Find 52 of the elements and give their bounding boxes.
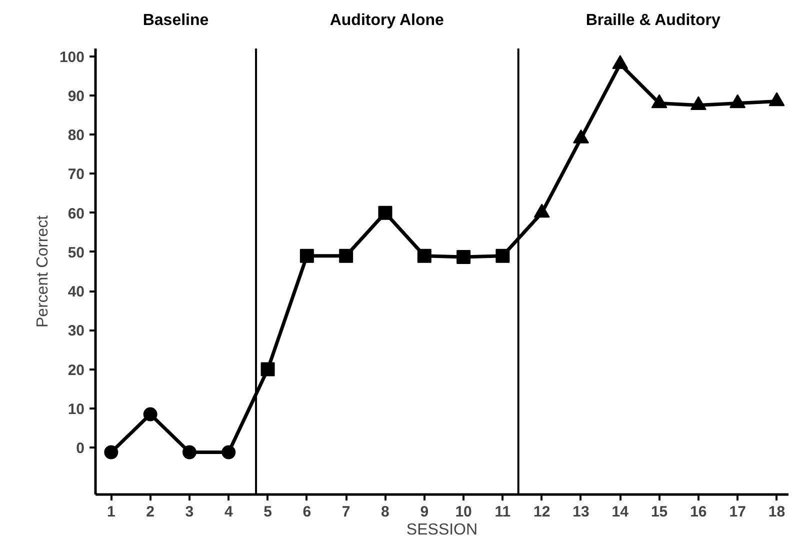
point xyxy=(651,94,668,108)
x-tick-label: 15 xyxy=(650,504,668,520)
point xyxy=(260,362,275,376)
y-tick-label: 100 xyxy=(59,48,85,66)
point xyxy=(222,445,236,460)
x-tick-label: 14 xyxy=(612,504,630,520)
point xyxy=(496,248,510,263)
y-tick-label: 0 xyxy=(76,440,84,458)
x-tick-label: 16 xyxy=(690,504,707,520)
x-tick-label: 6 xyxy=(302,504,312,520)
x-tick-label: 17 xyxy=(729,504,746,520)
y-tick-label: 90 xyxy=(68,88,85,105)
y-tick-label: 70 xyxy=(68,166,85,184)
text: Auditory Alone xyxy=(330,12,444,29)
point xyxy=(768,92,785,106)
x-tick-label: 9 xyxy=(420,504,429,520)
x-tick-label: 18 xyxy=(768,504,786,520)
point xyxy=(612,54,628,69)
y-axis-title: Percent Correct xyxy=(34,214,52,328)
x-tick-label: 2 xyxy=(146,504,154,520)
x-axis-title: SESSION xyxy=(406,522,478,538)
y-tick-label: 40 xyxy=(68,284,85,301)
y-tick-label: 20 xyxy=(68,362,85,379)
point xyxy=(572,129,589,144)
y-tick-label: 50 xyxy=(68,244,85,262)
y-tick-label: 10 xyxy=(68,400,85,418)
x-tick-label: 1 xyxy=(106,504,116,520)
point xyxy=(339,248,354,263)
point xyxy=(417,248,432,263)
x-tick-label: 4 xyxy=(224,504,234,520)
y-tick-label: 60 xyxy=(68,205,85,222)
point xyxy=(378,206,392,220)
point xyxy=(730,94,746,108)
x-tick-label: 13 xyxy=(572,504,590,520)
x-tick-label: 5 xyxy=(264,504,272,520)
point xyxy=(534,204,550,218)
point xyxy=(104,445,118,460)
point xyxy=(456,250,471,264)
y-tick-label: 30 xyxy=(68,322,85,340)
point xyxy=(143,407,158,422)
point xyxy=(690,96,706,110)
x-tick-label: 8 xyxy=(381,504,390,520)
x-tick-label: 3 xyxy=(185,504,194,520)
x-tick-label: 12 xyxy=(533,504,550,520)
x-tick-label: 11 xyxy=(494,504,511,520)
x-tick-label: 10 xyxy=(455,504,472,520)
point xyxy=(182,445,196,460)
text: Braille & Auditory xyxy=(586,12,720,29)
y-tick-label: 80 xyxy=(68,127,85,144)
point xyxy=(300,248,314,263)
x-tick-label: 7 xyxy=(342,504,350,520)
text: Baseline xyxy=(142,12,209,29)
